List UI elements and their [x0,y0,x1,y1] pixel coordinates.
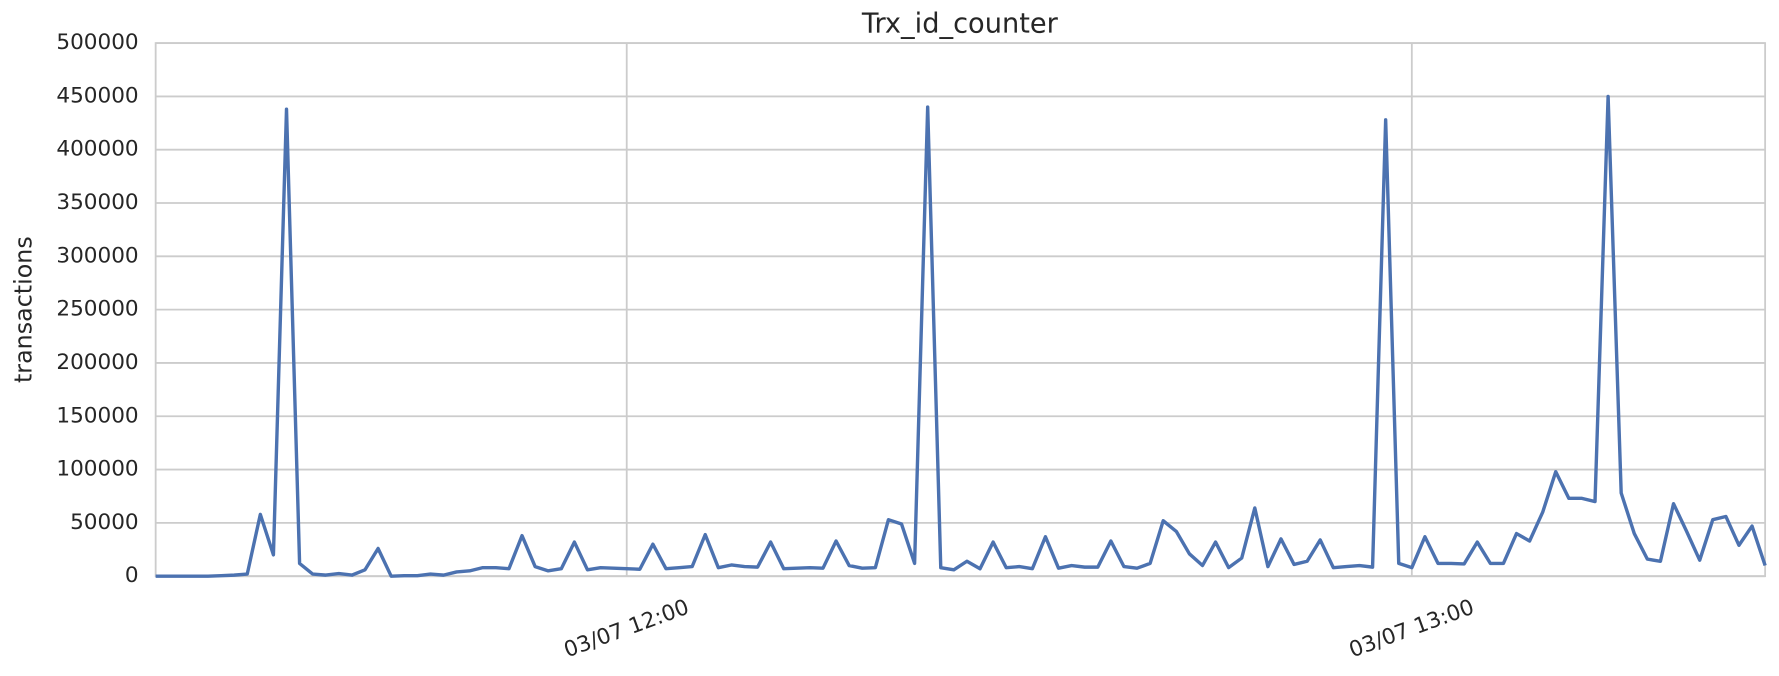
y-tick-label: 300000 [56,243,138,268]
y-tick-label: 500000 [56,30,138,55]
x-tick-label: 03/07 13:00 [1346,595,1478,663]
y-tick-label: 100000 [56,457,138,482]
plot-frame [154,42,1767,578]
y-tick-label: 200000 [56,350,138,375]
y-tick-label: 350000 [56,190,138,215]
y-tick-label: 450000 [56,83,138,108]
chart-title: Trx_id_counter [861,8,1059,39]
x-tick-label: 03/07 12:00 [561,595,693,663]
y-tick-label: 0 [125,563,139,588]
y-tick-label: 400000 [56,137,138,162]
y-tick-label: 250000 [56,297,138,322]
data-line [155,94,1767,578]
y-axis-label: transactions [10,236,38,383]
y-tick-label: 50000 [70,510,139,535]
y-tick-label: 150000 [56,403,138,428]
